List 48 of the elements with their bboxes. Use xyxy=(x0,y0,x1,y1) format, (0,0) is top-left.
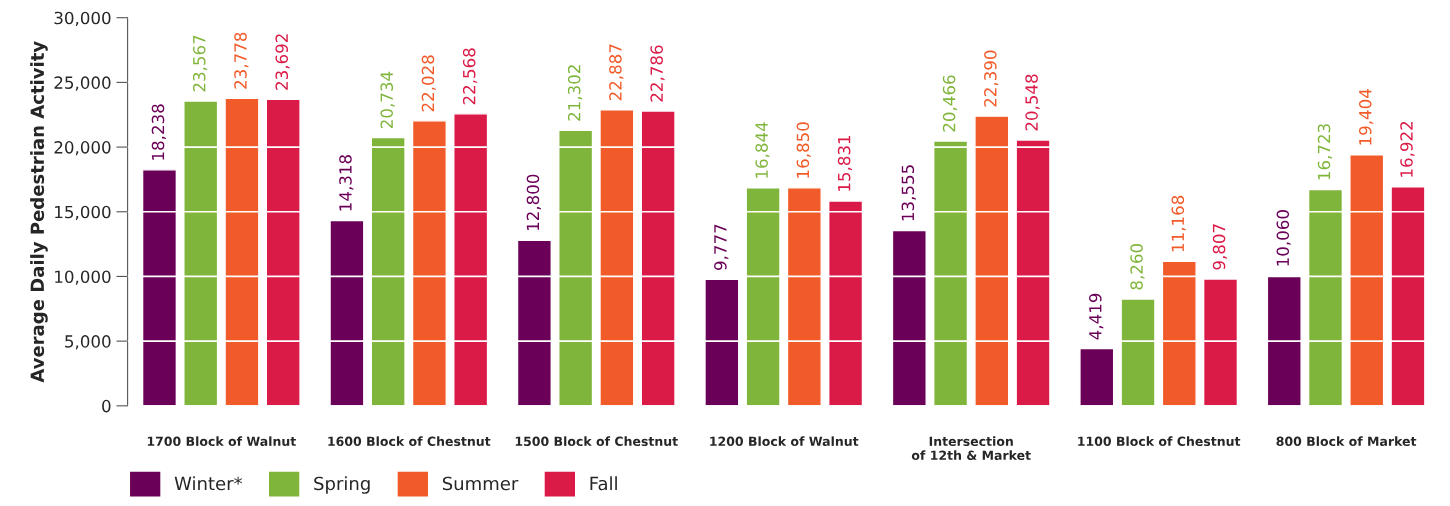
y-tick-label: 20,000 xyxy=(54,141,111,156)
y-axis-title: Average Daily Pedestrian Activity xyxy=(30,41,48,383)
data-label: 16,723 xyxy=(1317,124,1333,180)
y-tick-label: 10,000 xyxy=(55,270,111,285)
x-tick-label: 1200 Block of Walnut xyxy=(710,436,859,447)
legend-label: Winter* xyxy=(174,476,243,491)
data-label: 23,567 xyxy=(192,35,208,92)
data-label: 22,390 xyxy=(984,50,999,107)
data-label: 22,028 xyxy=(421,55,436,112)
data-label: 20,734 xyxy=(380,71,395,129)
data-label: 9,777 xyxy=(714,224,729,270)
data-label: 23,778 xyxy=(234,32,249,89)
data-label: 22,786 xyxy=(650,45,665,102)
data-label: 15,831 xyxy=(837,135,853,191)
data-label: 21,302 xyxy=(567,65,583,121)
x-tick-label: 1600 Block of Chestnut xyxy=(328,436,491,447)
data-label: 13,555 xyxy=(901,165,916,221)
data-label: 20,548 xyxy=(1025,74,1040,131)
legend-label: Summer xyxy=(442,476,519,491)
y-tick-label: 5,000 xyxy=(65,335,111,350)
data-label: 4,419 xyxy=(1089,293,1104,340)
y-tick-label: 0 xyxy=(102,399,111,413)
data-label: 12,800 xyxy=(526,174,541,231)
legend-label: Fall xyxy=(590,476,617,491)
data-label: 20,466 xyxy=(942,75,958,132)
data-label: 14,318 xyxy=(339,155,354,211)
data-label: 22,568 xyxy=(462,48,478,105)
x-tick-label: Intersection of 12th & Market xyxy=(911,436,1031,461)
y-tick-label: 25,000 xyxy=(54,76,111,91)
data-label: 19,404 xyxy=(1358,89,1374,145)
bar xyxy=(1079,347,1115,406)
data-label: 11,168 xyxy=(1171,195,1186,252)
legend-label: Spring xyxy=(314,476,370,494)
x-tick-label: 1700 Block of Walnut xyxy=(147,436,296,447)
data-label: 16,844 xyxy=(755,122,770,178)
data-label: 23,692 xyxy=(275,34,290,90)
data-label: 16,922 xyxy=(1400,121,1415,177)
y-tick-label: 30,000 xyxy=(54,11,111,26)
data-label: 18,238 xyxy=(151,104,167,160)
x-tick-label: 1100 Block of Chestnut xyxy=(1078,436,1241,447)
data-label: 8,260 xyxy=(1130,244,1145,290)
x-tick-label: 1500 Block of Chestnut xyxy=(515,436,678,447)
y-tick-label: 15,000 xyxy=(55,205,111,221)
data-label: 22,887 xyxy=(609,44,624,101)
x-tick-label: 800 Block of Market xyxy=(1276,436,1417,447)
data-label: 16,850 xyxy=(796,122,811,178)
data-label: 10,060 xyxy=(1276,210,1291,266)
data-label: 9,807 xyxy=(1212,224,1228,270)
